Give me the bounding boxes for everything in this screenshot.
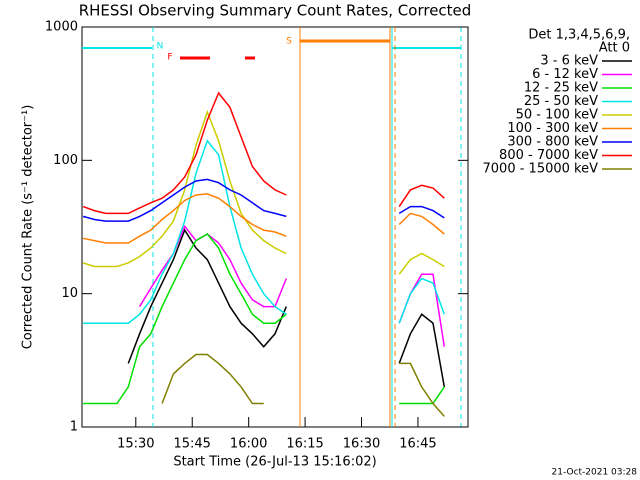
legend-label: 100 - 300 keV: [507, 121, 598, 136]
annotation: N: [157, 42, 164, 52]
x-axis-label: Start Time (26-Jul-13 15:16:02): [173, 455, 376, 470]
series-line: [83, 233, 445, 405]
legend-label: 7000 - 15000 keV: [483, 162, 599, 177]
y-tick-label: 10: [61, 286, 78, 301]
plot-frame: [81, 26, 469, 428]
x-tick-label: 16:15: [286, 437, 323, 452]
legend-label: 3 - 6 keV: [540, 54, 598, 69]
annotation: S: [286, 37, 292, 47]
series-line: [82, 193, 445, 244]
series-line: [83, 139, 446, 324]
x-tick-label: 15:30: [117, 437, 154, 452]
legend-title: Att 0: [599, 41, 630, 56]
x-tick-label: 15:45: [173, 437, 210, 452]
legend-title: Det 1,3,4,5,6,9,: [528, 28, 630, 43]
series-line: [82, 178, 445, 222]
x-tick-label: 16:30: [343, 437, 380, 452]
y-axis-label: Corrected Count Rate (s⁻¹ detector⁻¹): [21, 105, 36, 350]
x-tick-label: 16:45: [399, 437, 436, 452]
legend-label: 50 - 100 keV: [516, 108, 599, 123]
legend-label: 6 - 12 keV: [532, 67, 598, 82]
chart-title: RHESSI Observing Summary Count Rates, Co…: [79, 2, 472, 20]
series-line: [127, 228, 446, 388]
legend-label: 300 - 800 keV: [507, 135, 598, 150]
legend-label: 12 - 25 keV: [524, 81, 598, 96]
legend-label: 800 - 7000 keV: [499, 148, 598, 163]
y-tick-label: 1: [70, 420, 78, 435]
footer: 21-Oct-2021 03:28: [552, 468, 638, 478]
series-line: [138, 224, 446, 347]
flag-lines: [82, 39, 461, 60]
event-lines: [152, 27, 462, 427]
legend-label: 25 - 50 keV: [524, 94, 598, 109]
y-tick-label: 1000: [45, 20, 78, 35]
y-tick-label: 100: [53, 153, 78, 168]
x-tick-label: 16:00: [230, 437, 267, 452]
annotation: F: [167, 53, 172, 63]
series-line: [161, 353, 445, 417]
series-line: [82, 109, 445, 275]
series-line: [82, 91, 445, 215]
